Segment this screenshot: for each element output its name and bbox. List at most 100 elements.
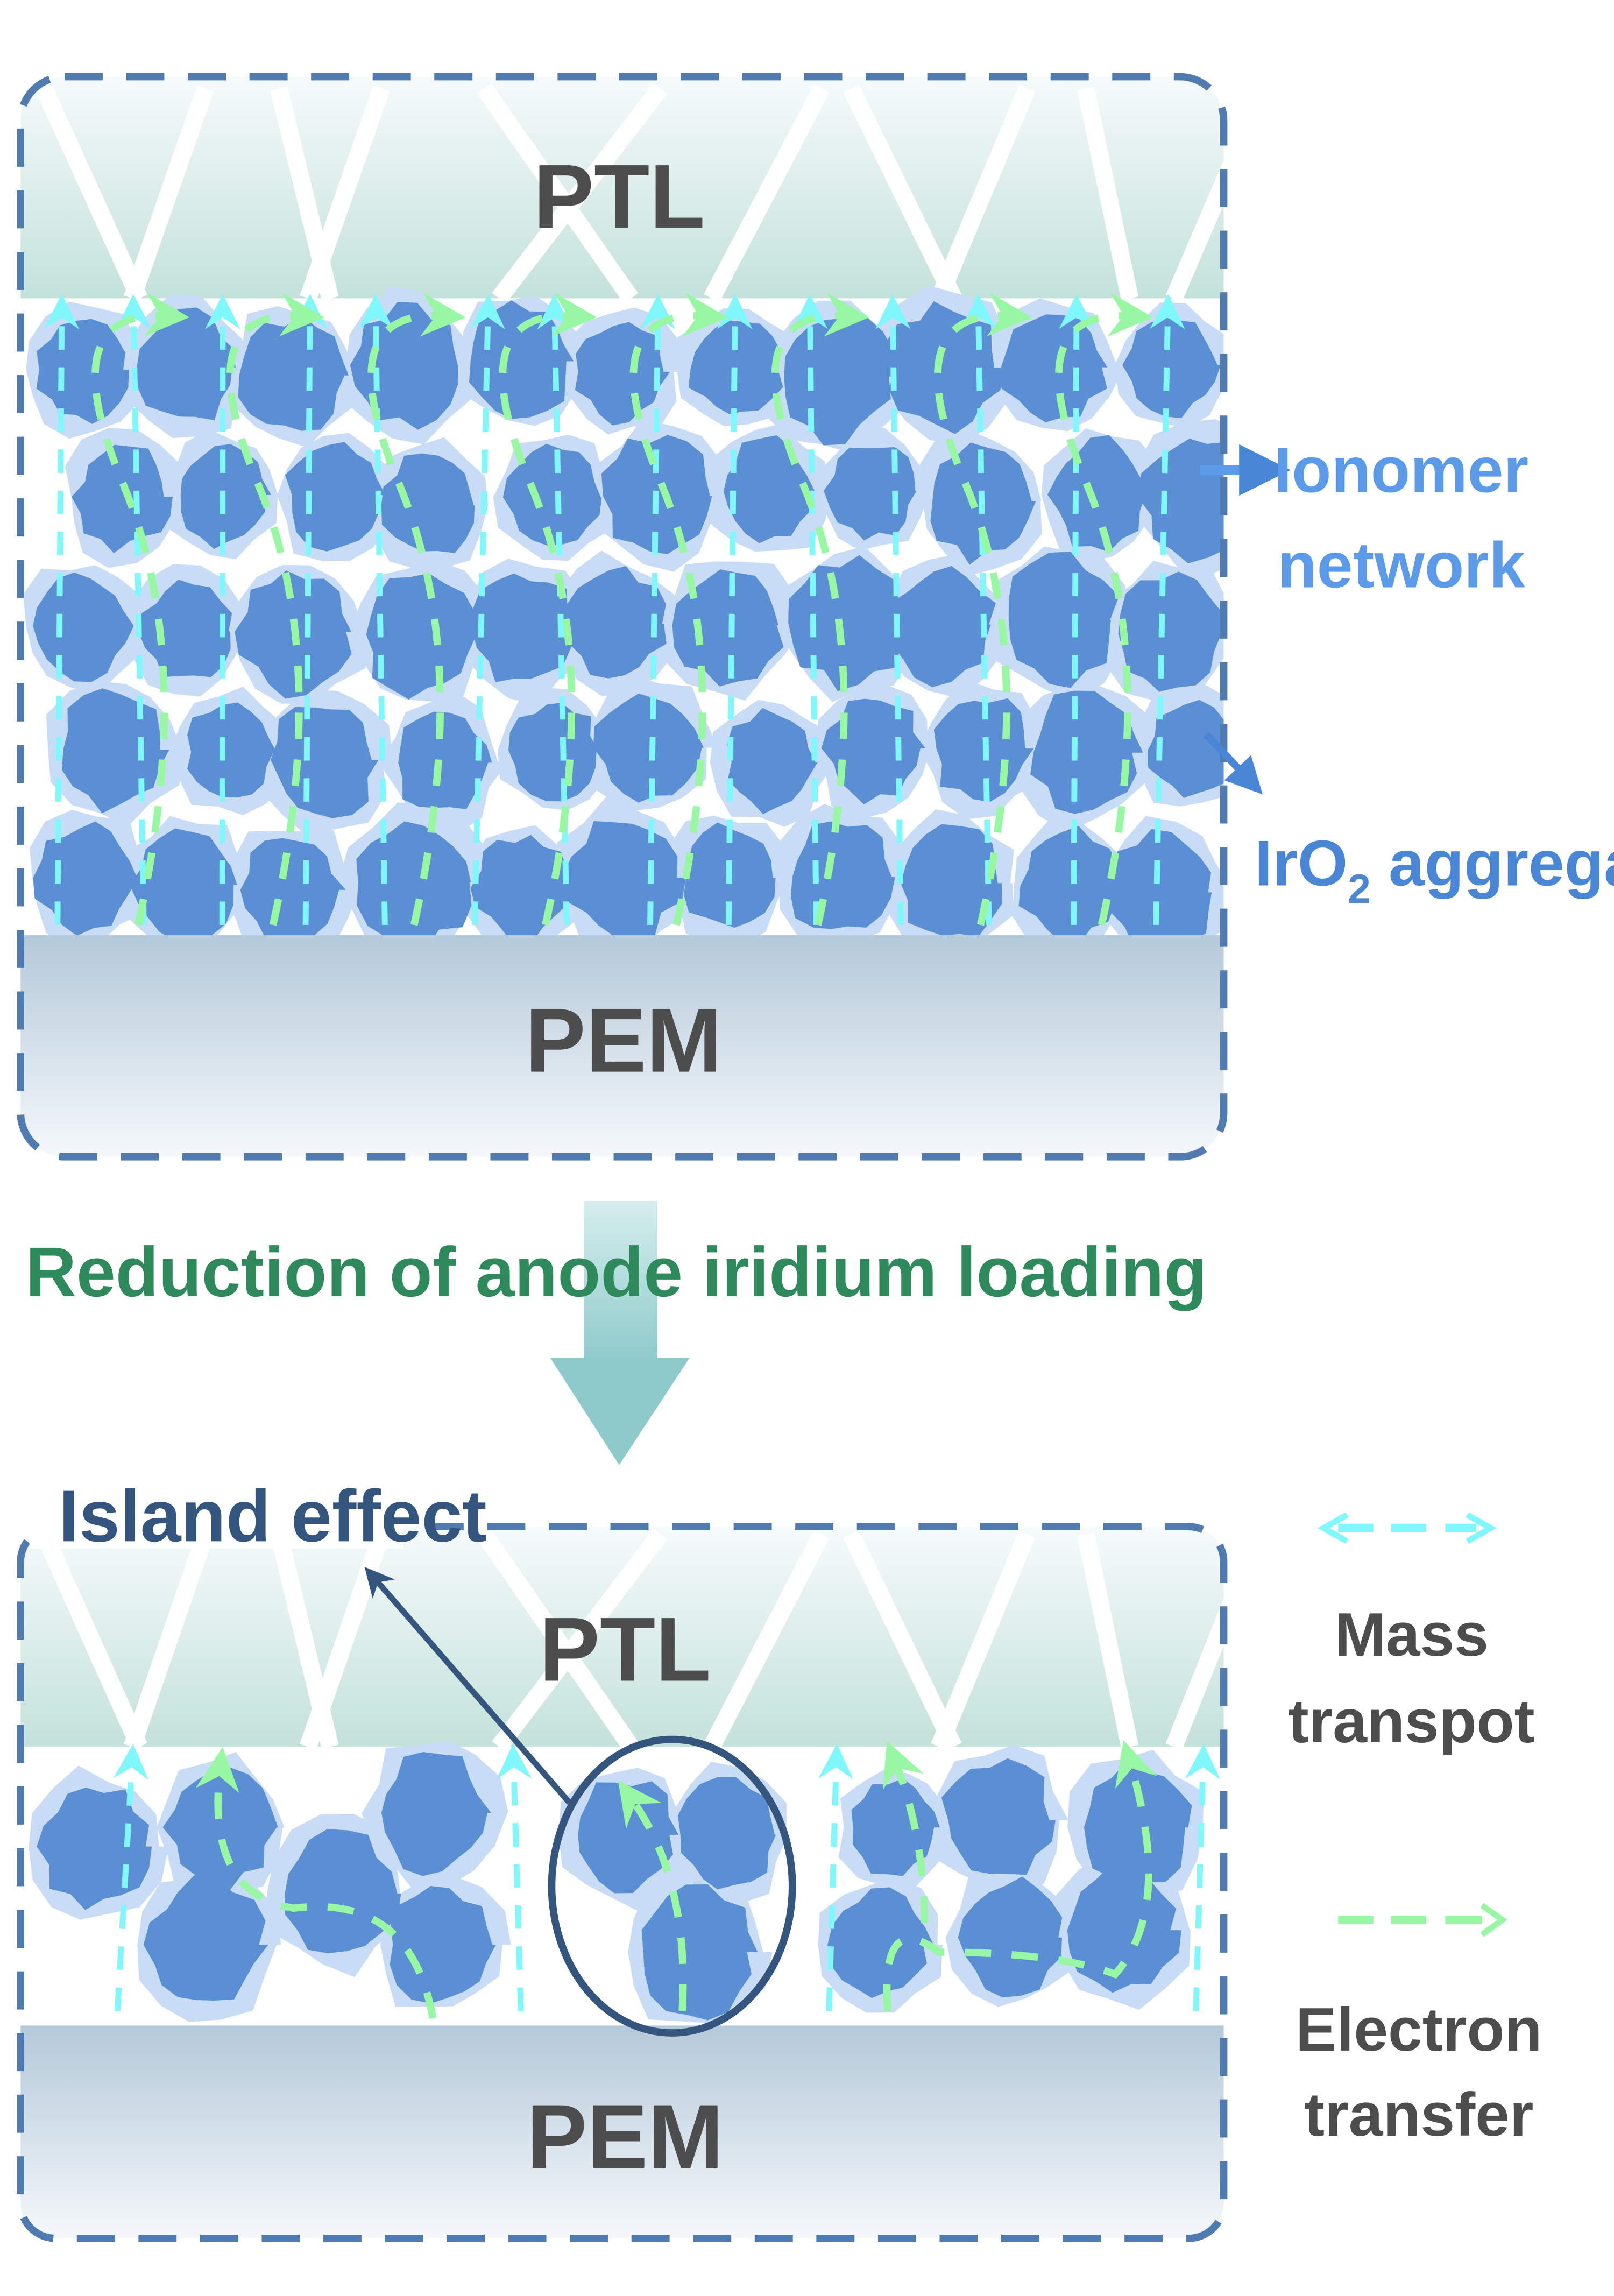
iro2-aggregate [180,444,271,549]
legend-electron-transfer-icon [1338,1903,1508,1937]
iro2-aggregate [472,573,579,682]
pem-layer [20,935,1224,1157]
electron-transfer-path [499,292,597,926]
iro2-aggregate [1008,552,1120,688]
iro2-aggregate [366,573,477,700]
iro2-aggregate [138,580,232,677]
bottom-panel-border [17,1523,1228,2242]
ionomer-label-line2: network [1278,529,1525,602]
catalyst-aggregates [23,285,1224,962]
iro2-aggregate [788,555,908,691]
bottom-panel [20,1527,1224,2238]
iro2-aggregate [593,693,704,803]
iro2-aggregate [1030,690,1143,814]
electron-transfer-path [367,292,466,926]
iro2-aggregate [727,708,818,815]
iro2-main: IrO [1255,827,1348,899]
electron-transfer-path [618,1780,687,2011]
pem-label-top: PEM [525,990,722,1091]
electron-transfer-path [91,292,189,926]
iro2-aggregate [1137,439,1224,563]
iro2-aggregate [958,1876,1063,1998]
electron-transfer-path [882,1741,928,1923]
catalyst-islands [29,1740,1221,2024]
mass-transport-path [470,294,506,926]
mass-transport-path [1185,1743,1221,2011]
mass-transport-path [1150,294,1185,926]
ionomer-label-line1: Ionomer [1274,434,1528,506]
iro2-aggregate [1118,571,1224,692]
iro2-aggregate [1018,826,1122,945]
iro2-aggregate [238,316,349,431]
mass-transport-path [818,1743,854,2011]
mass-transport-path [116,294,152,926]
mass-transport-path [205,294,240,925]
iro2-aggregate [1084,1761,1192,1883]
ptl-label-bottom: PTL [539,1599,711,1700]
mass-transport-path [292,294,328,925]
legend-mass-transport-icon [1317,1512,1497,1544]
mass-transport-path [496,1743,532,2011]
iro2-aggregate [33,572,134,682]
mass-transport-path [640,294,676,926]
legend-mass-line1: Mass [1334,1600,1489,1669]
mass-transport-path [961,294,996,926]
electron-transfer-path [195,1747,437,2019]
island-pointer-arrow [364,1567,572,1805]
electron-transfer-path [226,292,324,926]
iro2-aggregate [381,1752,491,1876]
iro2-aggregate [564,566,667,679]
aggregate-pointer-arrow [1203,731,1263,795]
mass-transport-path [1059,294,1094,925]
iro2-aggregate [162,1767,278,1890]
pem-layer-bottom [20,2025,1224,2238]
iro2-aggregate [72,444,173,554]
iro2-aggregate [1122,317,1221,419]
iro2-aggregate [143,1875,268,2001]
iro2-aggregate [889,566,996,688]
mass-transport-path [792,294,828,926]
pem-label-bottom: PEM [527,2086,724,2187]
ptl-label-top: PTL [533,146,705,248]
iro2-aggregate [1148,700,1224,799]
iro2-aggregate [1108,829,1212,957]
iro2-aggregate [398,711,492,809]
iro2-aggregate [469,300,574,419]
legend-electron-line2: transfer [1304,2080,1533,2149]
electron-transfer-path [883,1740,1157,2011]
island-effect-label: Island effect [59,1475,487,1557]
electron-transfer-path [934,292,1032,926]
iro2-aggregate [678,1776,776,1890]
island-highlight-circle [548,1735,796,2037]
iro2-aggregate [827,1887,934,1998]
iro2-aggregate [641,1884,758,2021]
iro2-aggregate [575,322,670,426]
iro2-aggregate [508,703,598,802]
iro2-aggregate [941,1758,1056,1875]
electron-transfer-path [771,292,869,926]
electron-transfer-path [629,292,728,926]
iro2-aggregate-label: IrO2 aggregate [1255,827,1614,912]
electron-transfer-path [1055,292,1153,926]
ptl-fibers-bottom [36,1528,1224,1753]
iro2-subscript: 2 [1348,866,1370,912]
iro2-aggregate [688,320,783,414]
iro2-aggregate [1001,314,1108,422]
iro2-aggregate [562,821,686,937]
iro2-aggregate [381,453,475,553]
iro2-aggregate [240,838,346,950]
iro2-aggregate [1067,1864,1181,1993]
iro2-aggregate [901,824,1002,936]
mass-transport-path [44,294,80,925]
mass-transport-path [113,1743,149,2011]
iro2-aggregate [187,702,277,798]
iro2-aggregate [130,828,237,942]
mass-transport-path [717,294,753,926]
reduction-label: Reduction of anode iridium loading [25,1232,1207,1311]
mass-transport-path [875,294,911,926]
iro2-aggregate [502,443,602,546]
iro2-rest: aggregate [1371,827,1614,899]
top-panel [20,76,1224,1157]
iro2-aggregate [672,569,784,687]
